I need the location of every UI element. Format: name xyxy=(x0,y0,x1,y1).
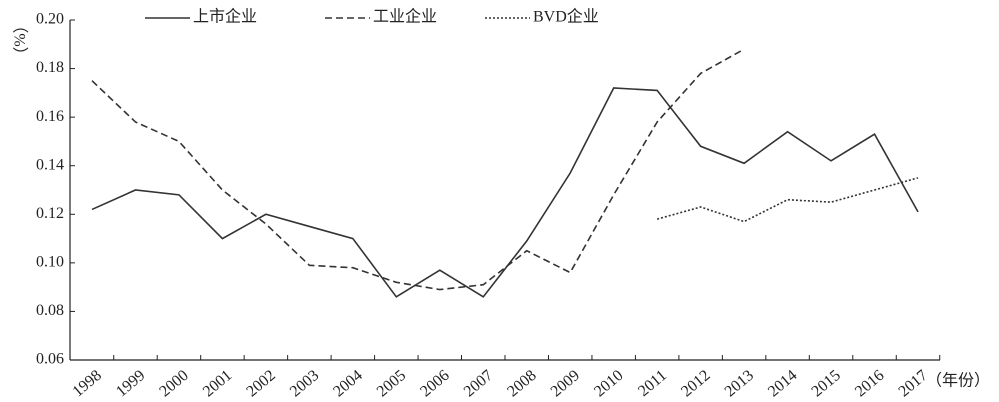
legend-label: BVD企业 xyxy=(533,8,599,26)
x-tick-label: 2002 xyxy=(243,367,278,401)
y-tick-label: 0.14 xyxy=(36,156,64,173)
x-axis-label: （年份） xyxy=(926,372,990,390)
x-tick-label: 2014 xyxy=(765,367,800,401)
y-tick-label: 0.12 xyxy=(36,205,64,222)
x-tick-label: 1999 xyxy=(113,367,148,401)
x-tick-label: 2013 xyxy=(722,367,757,401)
y-axis-label: （%） xyxy=(10,17,28,62)
x-tick-label: 2007 xyxy=(461,367,496,401)
series-line xyxy=(91,48,745,291)
y-tick-label: 0.20 xyxy=(36,11,64,28)
x-tick-label: 2001 xyxy=(200,367,235,401)
x-tick-label: 2003 xyxy=(287,367,322,401)
x-tick-label: 2004 xyxy=(330,367,365,401)
x-tick-label: 2012 xyxy=(678,367,713,401)
x-tick-label: 2005 xyxy=(374,367,409,401)
y-tick-label: 0.16 xyxy=(36,108,64,125)
x-tick-label: 2008 xyxy=(504,367,539,401)
series-line xyxy=(656,177,919,223)
y-tick-label: 0.08 xyxy=(36,302,64,319)
y-tick-label: 0.10 xyxy=(36,254,64,271)
x-tick-label: 2006 xyxy=(417,367,452,401)
y-tick-label: 0.06 xyxy=(36,351,64,368)
x-tick-label: 2015 xyxy=(809,367,844,401)
x-tick-label: 2011 xyxy=(635,367,670,400)
legend-label: 工业企业 xyxy=(373,8,437,26)
x-tick-label: 2009 xyxy=(548,367,583,401)
x-tick-label: 2016 xyxy=(852,367,887,401)
legend-label: 上市企业 xyxy=(193,8,257,26)
x-tick-label: 1998 xyxy=(69,367,104,401)
x-tick-label: 2010 xyxy=(591,367,626,401)
series-line xyxy=(91,87,919,298)
x-tick-label: 2000 xyxy=(156,367,191,401)
y-tick-label: 0.18 xyxy=(36,59,64,76)
